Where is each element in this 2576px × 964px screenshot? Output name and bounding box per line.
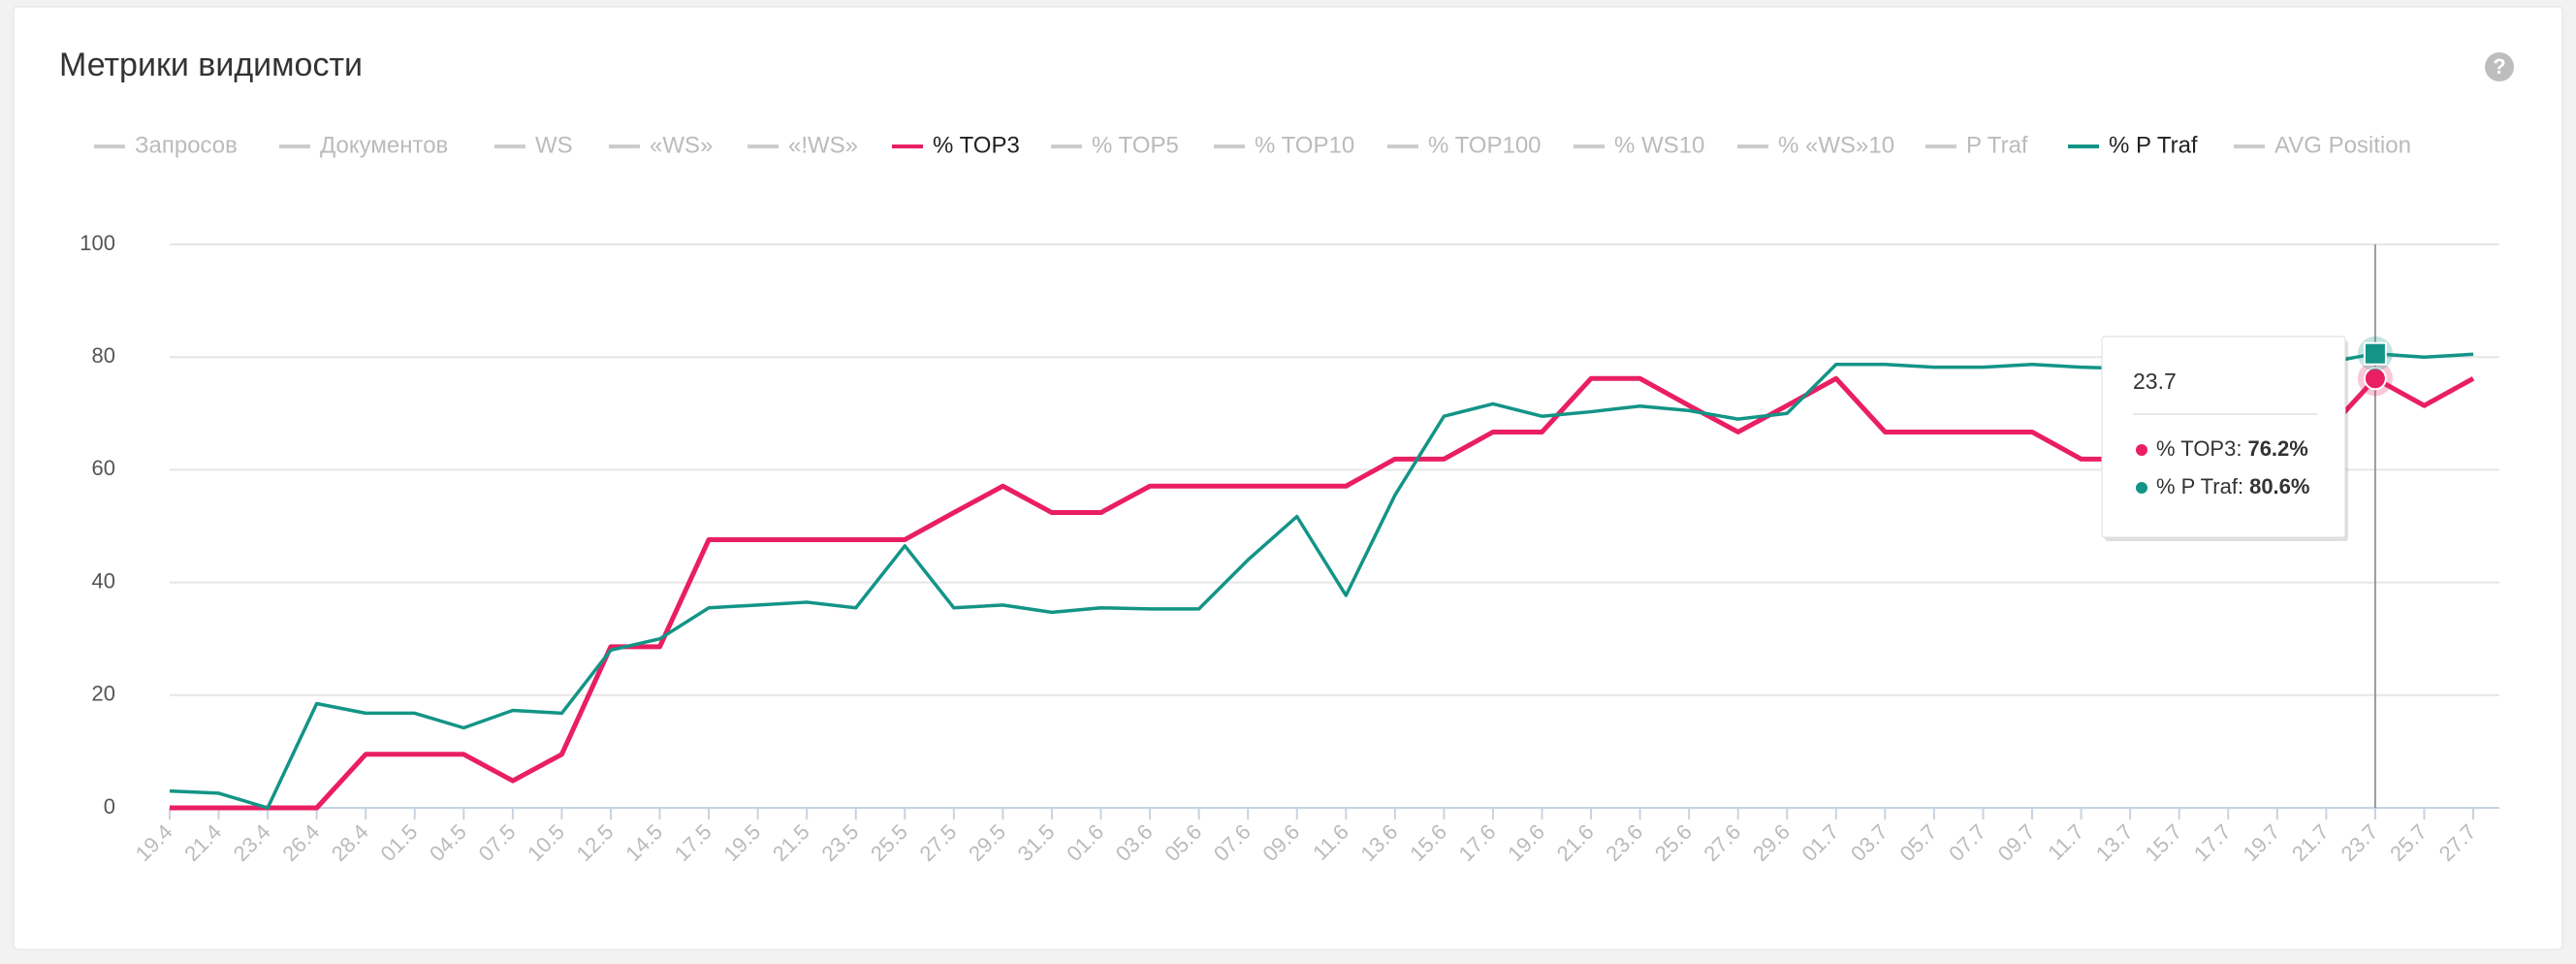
tooltip-category: 23.7: [2133, 369, 2177, 394]
legend-label: Запросов: [135, 132, 238, 158]
legend-item[interactable]: «WS»: [609, 132, 713, 158]
legend-label: % TOP5: [1092, 132, 1179, 158]
legend-label: % TOP3: [933, 132, 1020, 158]
tooltip-value: 80.6%: [2249, 474, 2309, 498]
legend-item[interactable]: % TOP3: [892, 132, 1020, 158]
legend-label: P Traf: [1966, 132, 2028, 158]
legend-item[interactable]: WS: [494, 132, 573, 158]
tooltip-label: % P Traf:: [2156, 474, 2243, 498]
tooltip-row: % P Traf: 80.6%: [2156, 474, 2309, 498]
y-tick-label: 40: [92, 568, 115, 593]
card: [13, 6, 2563, 950]
legend-item[interactable]: % TOP100: [1387, 132, 1542, 158]
y-tick-label: 60: [92, 456, 115, 480]
help-icon-text[interactable]: ?: [2493, 54, 2505, 79]
legend-label: WS: [535, 132, 573, 158]
legend-label: «!WS»: [788, 132, 858, 158]
legend-item[interactable]: % TOP5: [1051, 132, 1179, 158]
hover-marker: [2363, 341, 2387, 366]
legend-label: % P Traf: [2109, 132, 2198, 158]
legend-item[interactable]: % «WS»10: [1737, 132, 1894, 158]
legend-item[interactable]: Запросов: [94, 132, 238, 158]
tooltip-dot: [2136, 444, 2147, 456]
help-icon[interactable]: [2485, 52, 2514, 81]
tooltip-label: % TOP3:: [2156, 436, 2242, 461]
y-tick-label: 20: [92, 682, 115, 706]
legend-item[interactable]: Документов: [279, 132, 448, 158]
legend-label: «WS»: [650, 132, 713, 158]
series-line: [170, 375, 2475, 811]
legend-label: AVG Position: [2274, 132, 2411, 158]
legend-item[interactable]: P Traf: [1925, 132, 2028, 158]
legend-item[interactable]: % TOP10: [1214, 132, 1354, 158]
legend-item[interactable]: % WS10: [1574, 132, 1704, 158]
legend-label: % «WS»10: [1778, 132, 1894, 158]
y-tick-label: 100: [80, 231, 115, 255]
tooltip: [2101, 336, 2346, 538]
tooltip-value: 76.2%: [2247, 436, 2307, 461]
series-line: [169, 351, 2474, 810]
legend-label: % WS10: [1614, 132, 1704, 158]
legend-label: % TOP10: [1255, 132, 1354, 158]
legend-label: % TOP100: [1428, 132, 1542, 158]
legend-label: Документов: [320, 132, 448, 158]
chart-title: Метрики видимости: [59, 47, 363, 83]
y-tick-label: 80: [92, 343, 115, 368]
tooltip-row: % TOP3: 76.2%: [2156, 436, 2308, 461]
legend-item[interactable]: «!WS»: [747, 132, 858, 158]
legend-item[interactable]: AVG Position: [2234, 132, 2411, 158]
y-tick-label: 0: [104, 794, 115, 819]
hover-marker: [2363, 367, 2387, 391]
legend-item[interactable]: % P Traf: [2068, 132, 2198, 158]
tooltip-dot: [2136, 482, 2147, 494]
